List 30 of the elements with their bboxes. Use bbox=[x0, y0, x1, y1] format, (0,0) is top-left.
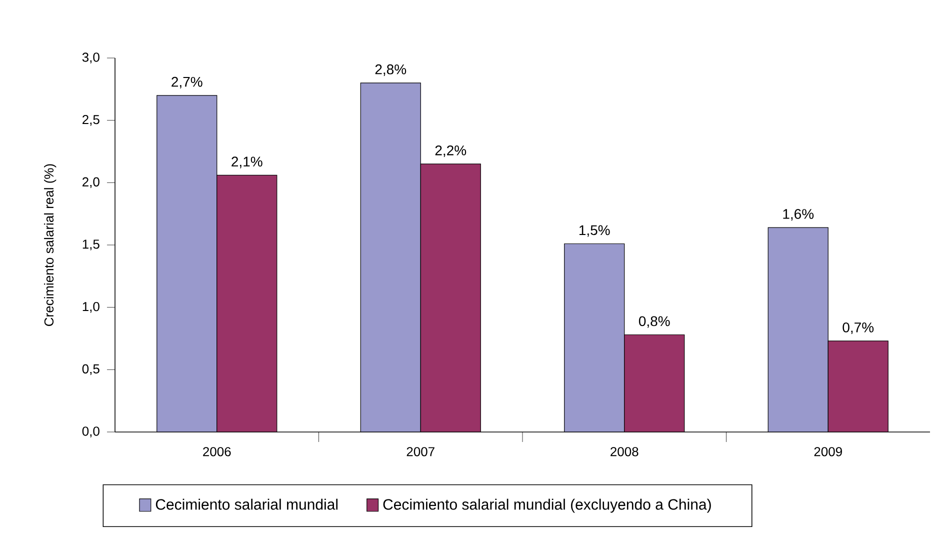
legend-label: Cecimiento salarial mundial (excluyendo a China) bbox=[383, 498, 711, 513]
y-tick-label: 1,0 bbox=[82, 302, 100, 313]
bar bbox=[156, 95, 218, 432]
bar bbox=[360, 82, 421, 432]
bar bbox=[216, 174, 278, 432]
x-tick-label: 2007 bbox=[406, 447, 434, 456]
data-label: 2,7% bbox=[172, 76, 202, 88]
y-tick-label: 2,0 bbox=[82, 177, 100, 188]
data-label: 1,6% bbox=[783, 209, 814, 221]
data-label: 2,2% bbox=[435, 145, 466, 157]
bar bbox=[828, 340, 888, 432]
data-label: 0,7% bbox=[842, 322, 874, 334]
bar bbox=[768, 227, 828, 432]
x-tick-label: 2006 bbox=[203, 447, 231, 456]
y-tick-label: 3,0 bbox=[82, 52, 100, 64]
y-axis-title: Crecimiento salarial real (%) bbox=[44, 164, 56, 326]
x-tick-label: 2009 bbox=[814, 447, 842, 456]
bar bbox=[564, 243, 625, 432]
data-label: 2,8% bbox=[375, 64, 406, 76]
y-tick-label: 1,5 bbox=[82, 240, 100, 250]
data-label: 0,8% bbox=[638, 316, 670, 328]
bar bbox=[624, 334, 685, 432]
y-tick-label: 0,0 bbox=[82, 426, 100, 438]
data-label: 1,5% bbox=[579, 225, 610, 237]
y-tick-label: 2,5 bbox=[82, 114, 100, 126]
bar bbox=[420, 164, 481, 432]
x-tick-label: 2008 bbox=[610, 447, 638, 456]
legend-label: Cecimiento salarial mundial bbox=[156, 498, 338, 510]
data-label: 2,1% bbox=[232, 156, 262, 168]
y-tick-label: 0,5 bbox=[82, 364, 100, 376]
